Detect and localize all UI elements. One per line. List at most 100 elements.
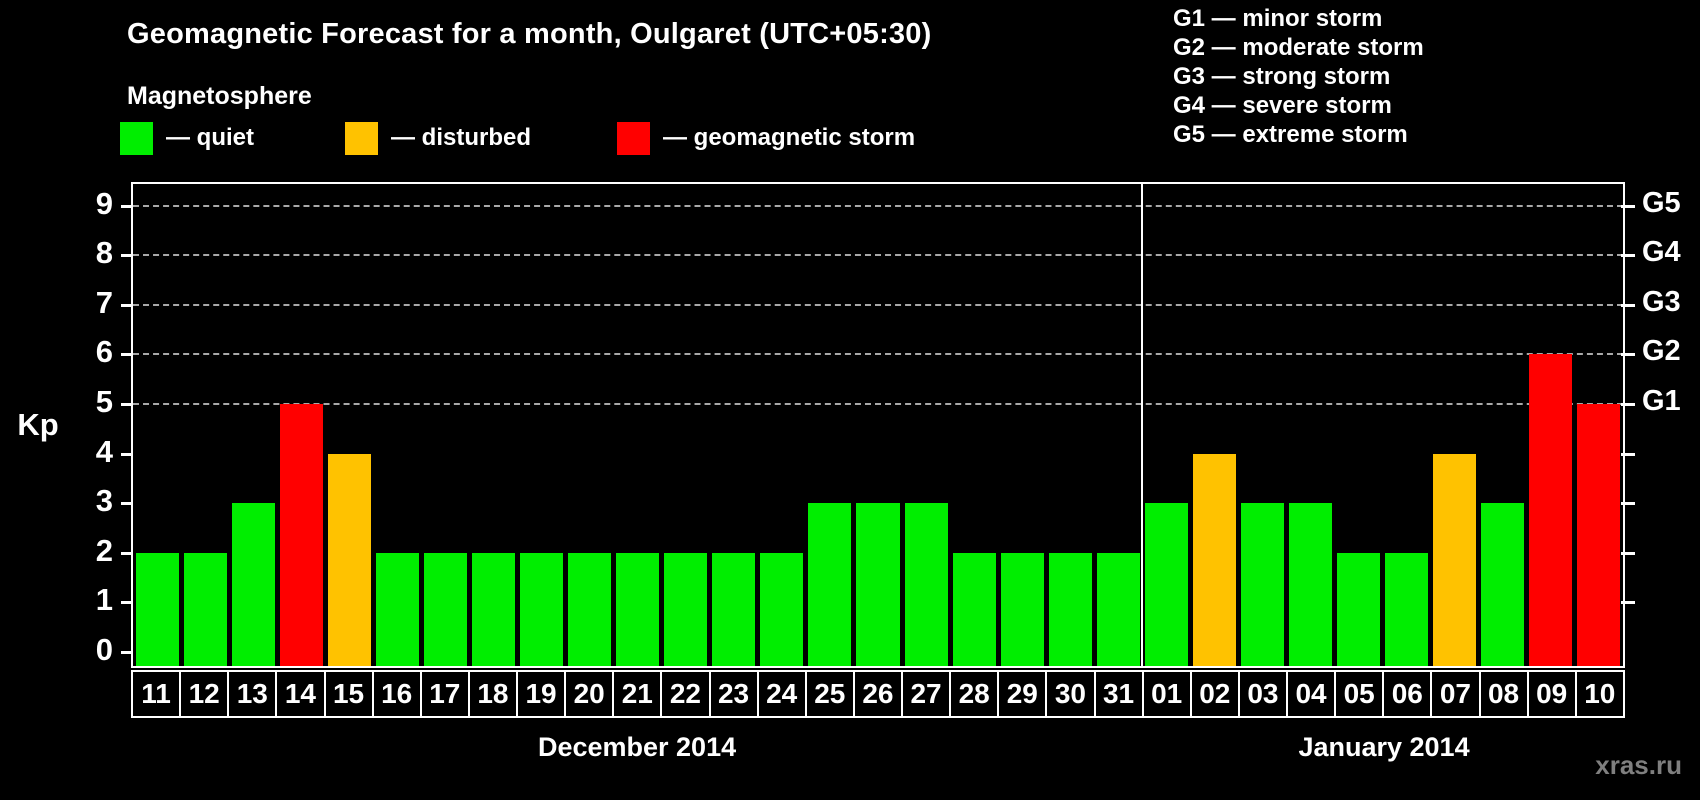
day-label-11: 11 bbox=[131, 670, 182, 718]
right-axis-label-g1: G1 bbox=[1642, 385, 1681, 417]
bar-day-06 bbox=[1385, 552, 1429, 666]
right-tick-8 bbox=[1621, 254, 1635, 258]
day-label-04: 04 bbox=[1286, 670, 1337, 718]
bar-day-17 bbox=[423, 552, 467, 666]
day-label-06: 06 bbox=[1382, 670, 1433, 718]
legend-item-storm: — geomagnetic storm bbox=[617, 121, 915, 155]
right-tick-2 bbox=[1621, 551, 1635, 555]
day-label-26: 26 bbox=[852, 670, 903, 718]
bar-day-21 bbox=[616, 552, 660, 666]
bar-day-03 bbox=[1240, 503, 1285, 666]
g-scale-legend: G1 — minor storm G2 — moderate storm G3 — … bbox=[1173, 4, 1424, 149]
day-label-22: 22 bbox=[660, 670, 711, 718]
legend-storm-label: — geomagnetic storm bbox=[663, 124, 916, 151]
day-label-25: 25 bbox=[804, 670, 855, 718]
y-tick-9 bbox=[121, 204, 133, 208]
magnetosphere-subtitle: Magnetosphere bbox=[127, 82, 312, 110]
day-label-29: 29 bbox=[997, 670, 1048, 718]
day-label-14: 14 bbox=[275, 670, 326, 718]
right-tick-1 bbox=[1621, 601, 1635, 605]
day-label-05: 05 bbox=[1334, 670, 1385, 718]
storm-color-swatch bbox=[617, 121, 650, 155]
gridline-kp8 bbox=[133, 254, 1623, 257]
g-legend-line-5: G5 — extreme storm bbox=[1173, 121, 1408, 148]
g-legend-line-3: G3 — strong storm bbox=[1173, 63, 1391, 90]
day-label-17: 17 bbox=[419, 670, 470, 718]
right-tick-9 bbox=[1621, 204, 1635, 208]
bar-day-08 bbox=[1481, 503, 1525, 666]
disturbed-color-swatch bbox=[345, 121, 378, 155]
bar-day-18 bbox=[471, 552, 515, 666]
day-label-28: 28 bbox=[949, 670, 1000, 718]
g-legend-line-4: G4 — severe storm bbox=[1173, 92, 1392, 119]
day-label-01: 01 bbox=[1141, 670, 1192, 718]
y-tick-label-9: 9 bbox=[95, 185, 113, 221]
day-label-02: 02 bbox=[1189, 670, 1240, 718]
bar-day-15 bbox=[327, 453, 371, 666]
y-tick-label-3: 3 bbox=[95, 483, 113, 519]
bar-day-09 bbox=[1529, 354, 1573, 666]
right-axis-label-g3: G3 bbox=[1642, 285, 1681, 318]
bar-day-19 bbox=[520, 552, 564, 666]
y-tick-label-5: 5 bbox=[95, 384, 113, 419]
day-label-08: 08 bbox=[1478, 670, 1529, 718]
bar-day-07 bbox=[1433, 453, 1477, 666]
y-tick-1 bbox=[121, 601, 133, 605]
day-label-30: 30 bbox=[1045, 670, 1096, 718]
legend-disturbed-label: — disturbed bbox=[391, 124, 532, 151]
gridline-kp5 bbox=[133, 403, 1623, 405]
day-label-20: 20 bbox=[564, 670, 615, 718]
right-tick-7 bbox=[1621, 303, 1635, 307]
plot-area: Kp 0 1 2 3 4 5 6 7 8 9 G1 G2 G3 G4 G5 bbox=[17, 182, 1681, 668]
bar-day-25 bbox=[808, 503, 852, 666]
day-label-07: 07 bbox=[1430, 670, 1481, 718]
month-label-december: December 2014 bbox=[537, 732, 737, 762]
day-label-19: 19 bbox=[516, 670, 567, 718]
right-axis-label-g2: G2 bbox=[1642, 335, 1681, 368]
bar-day-31 bbox=[1096, 552, 1140, 666]
day-label-10: 10 bbox=[1574, 670, 1625, 718]
gridline-kp7 bbox=[133, 303, 1623, 306]
bar-day-22 bbox=[664, 552, 708, 666]
bar-day-28 bbox=[952, 552, 996, 666]
g-legend-line-1: G1 — minor storm bbox=[1173, 5, 1383, 32]
bar-day-11 bbox=[135, 552, 179, 666]
y-tick-label-7: 7 bbox=[95, 284, 113, 320]
right-axis-label-g4: G4 bbox=[1642, 236, 1681, 269]
quiet-color-swatch bbox=[120, 121, 153, 155]
y-tick-5 bbox=[121, 403, 133, 406]
day-axis: 11 12 13 14 15 16 17 18 19 20 21 22 23 24 25 26 27 28 29 30… bbox=[131, 670, 1625, 718]
right-tick-3 bbox=[1621, 502, 1635, 506]
bar-day-16 bbox=[375, 552, 419, 666]
page-title: Geomagnetic Forecast for a month, Oulgar… bbox=[127, 18, 932, 50]
month-label-january: January 2014 bbox=[1298, 732, 1470, 762]
y-tick-label-6: 6 bbox=[95, 334, 113, 370]
g-legend-line-2: G2 — moderate storm bbox=[1173, 34, 1424, 61]
day-label-13: 13 bbox=[227, 670, 278, 718]
day-label-15: 15 bbox=[323, 670, 374, 718]
bar-day-26 bbox=[856, 503, 900, 666]
bar-day-23 bbox=[712, 552, 756, 666]
legend-quiet-label: — quiet bbox=[166, 124, 254, 151]
legend-item-disturbed: — disturbed bbox=[345, 121, 531, 155]
legend-item-quiet: — quiet bbox=[120, 121, 254, 155]
watermark: xras.ru bbox=[1595, 750, 1682, 780]
y-tick-label-4: 4 bbox=[95, 433, 113, 469]
bar-day-29 bbox=[1000, 552, 1044, 666]
y-tick-label-0: 0 bbox=[95, 632, 113, 667]
gridline-kp6 bbox=[133, 353, 1623, 356]
month-separator bbox=[1141, 184, 1144, 666]
day-label-21: 21 bbox=[612, 670, 663, 718]
y-tick-0 bbox=[121, 651, 133, 654]
y-tick-8 bbox=[121, 254, 133, 258]
gridline-kp9 bbox=[133, 204, 1623, 207]
day-label-31: 31 bbox=[1093, 670, 1144, 718]
day-label-18: 18 bbox=[467, 670, 518, 718]
bar-day-01 bbox=[1144, 503, 1188, 666]
day-label-23: 23 bbox=[708, 670, 759, 718]
bar-day-10 bbox=[1577, 404, 1621, 666]
bar-day-30 bbox=[1048, 552, 1092, 666]
right-tick-5 bbox=[1621, 403, 1635, 406]
y-tick-2 bbox=[121, 551, 133, 555]
y-axis-title: Kp bbox=[17, 406, 59, 442]
